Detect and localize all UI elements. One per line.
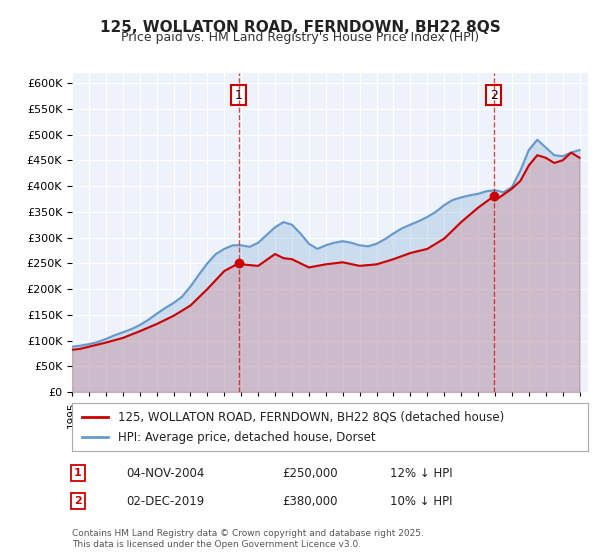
- Text: 1: 1: [74, 468, 82, 478]
- Text: 04-NOV-2004: 04-NOV-2004: [126, 466, 205, 480]
- Text: HPI: Average price, detached house, Dorset: HPI: Average price, detached house, Dors…: [118, 431, 376, 444]
- Text: Price paid vs. HM Land Registry's House Price Index (HPI): Price paid vs. HM Land Registry's House …: [121, 31, 479, 44]
- Text: £250,000: £250,000: [282, 466, 338, 480]
- Text: 125, WOLLATON ROAD, FERNDOWN, BH22 8QS: 125, WOLLATON ROAD, FERNDOWN, BH22 8QS: [100, 20, 500, 35]
- Text: 1: 1: [235, 88, 242, 102]
- Text: 2: 2: [490, 88, 497, 102]
- Text: Contains HM Land Registry data © Crown copyright and database right 2025.
This d: Contains HM Land Registry data © Crown c…: [72, 529, 424, 549]
- Text: 02-DEC-2019: 02-DEC-2019: [126, 494, 204, 508]
- Text: 2: 2: [74, 496, 82, 506]
- Text: £380,000: £380,000: [282, 494, 337, 508]
- Text: 12% ↓ HPI: 12% ↓ HPI: [390, 466, 452, 480]
- Text: 125, WOLLATON ROAD, FERNDOWN, BH22 8QS (detached house): 125, WOLLATON ROAD, FERNDOWN, BH22 8QS (…: [118, 410, 505, 423]
- Text: 10% ↓ HPI: 10% ↓ HPI: [390, 494, 452, 508]
